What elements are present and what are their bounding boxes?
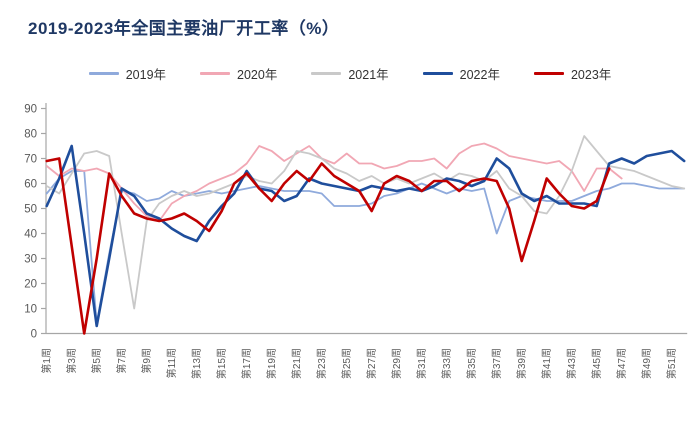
x-axis-tick-label: 第41周 (540, 348, 553, 379)
legend-label: 2020年 (237, 68, 278, 82)
x-axis-tick-label: 第29周 (390, 348, 403, 379)
x-axis-tick-label: 第35周 (465, 348, 478, 379)
y-axis-tick-label: 60 (24, 179, 37, 191)
legend-label: 2019年 (125, 68, 167, 82)
legend-line-swatch (311, 72, 342, 75)
y-axis-tick-label: 90 (24, 104, 37, 116)
x-axis-tick-label: 第7周 (115, 348, 128, 374)
x-axis-tick-label: 第49周 (640, 348, 653, 379)
y-axis-tick-label: 50 (24, 204, 37, 216)
series-line-2023年 (45, 157, 611, 335)
x-axis-tick-label: 第23周 (315, 348, 328, 379)
legend-label: 2023年 (570, 68, 612, 82)
x-axis-tick-label: 第45周 (590, 348, 603, 379)
series-line-2021年 (45, 135, 686, 310)
y-axis-tick-label: 40 (24, 229, 37, 241)
x-axis-tick-label: 第1周 (40, 348, 53, 374)
legend-label: 2021年 (348, 68, 389, 82)
y-axis-tick-label: 80 (24, 129, 37, 141)
x-axis-tick-label: 第39周 (515, 348, 528, 379)
x-axis-tick-label: 第15周 (215, 348, 228, 379)
x-axis-tick-label: 第33周 (440, 348, 453, 379)
series-line-2019年 (45, 170, 686, 325)
x-axis-tick-label: 第27周 (365, 348, 378, 379)
legend-line-swatch (88, 72, 119, 75)
chart-title: 2019-2023年全国主要油厂开工率（%） (28, 19, 340, 38)
x-axis-tick-label: 第5周 (90, 348, 103, 374)
x-axis-tick-label: 第9周 (140, 348, 153, 374)
series-line-2020年 (45, 142, 623, 222)
y-axis-tick-label: 30 (24, 254, 37, 266)
x-axis-tick-label: 第19周 (265, 348, 278, 379)
x-axis-tick-label: 第47周 (615, 348, 628, 379)
x-axis-tick-label: 第17周 (240, 348, 253, 379)
x-axis-tick-label: 第43周 (565, 348, 578, 379)
legend-line-swatch (533, 71, 564, 76)
legend-item-2019年: 2019年 (88, 64, 167, 83)
x-axis-tick-label: 第3周 (65, 348, 78, 374)
chart-legend: 2019年 2020年 2021年 2022年 2023年 (0, 64, 700, 83)
legend-line-swatch (422, 71, 453, 76)
x-axis-tick-label: 第51周 (665, 348, 678, 379)
x-axis-tick-label: 第37周 (490, 348, 503, 379)
y-axis-tick-label: 10 (24, 304, 37, 316)
legend-item-2023年: 2023年 (533, 64, 612, 83)
legend-label: 2022年 (459, 68, 500, 82)
legend-item-2022年: 2022年 (422, 64, 500, 83)
series-line-2022年 (45, 144, 686, 328)
x-axis-tick-label: 第11周 (165, 348, 178, 378)
x-axis-tick-label: 第21周 (290, 348, 303, 379)
y-axis-tick-label: 70 (24, 154, 37, 166)
legend-line-swatch (200, 72, 231, 75)
legend-item-2020年: 2020年 (200, 64, 277, 83)
legend-item-2021年: 2021年 (311, 64, 389, 83)
x-axis-tick-label: 第25周 (340, 348, 353, 379)
y-axis-tick-label: 20 (24, 279, 37, 291)
y-axis-tick-label: 0 (31, 329, 37, 341)
x-axis-tick-label: 第13周 (190, 348, 203, 379)
x-axis-tick-label: 第31周 (415, 348, 428, 379)
